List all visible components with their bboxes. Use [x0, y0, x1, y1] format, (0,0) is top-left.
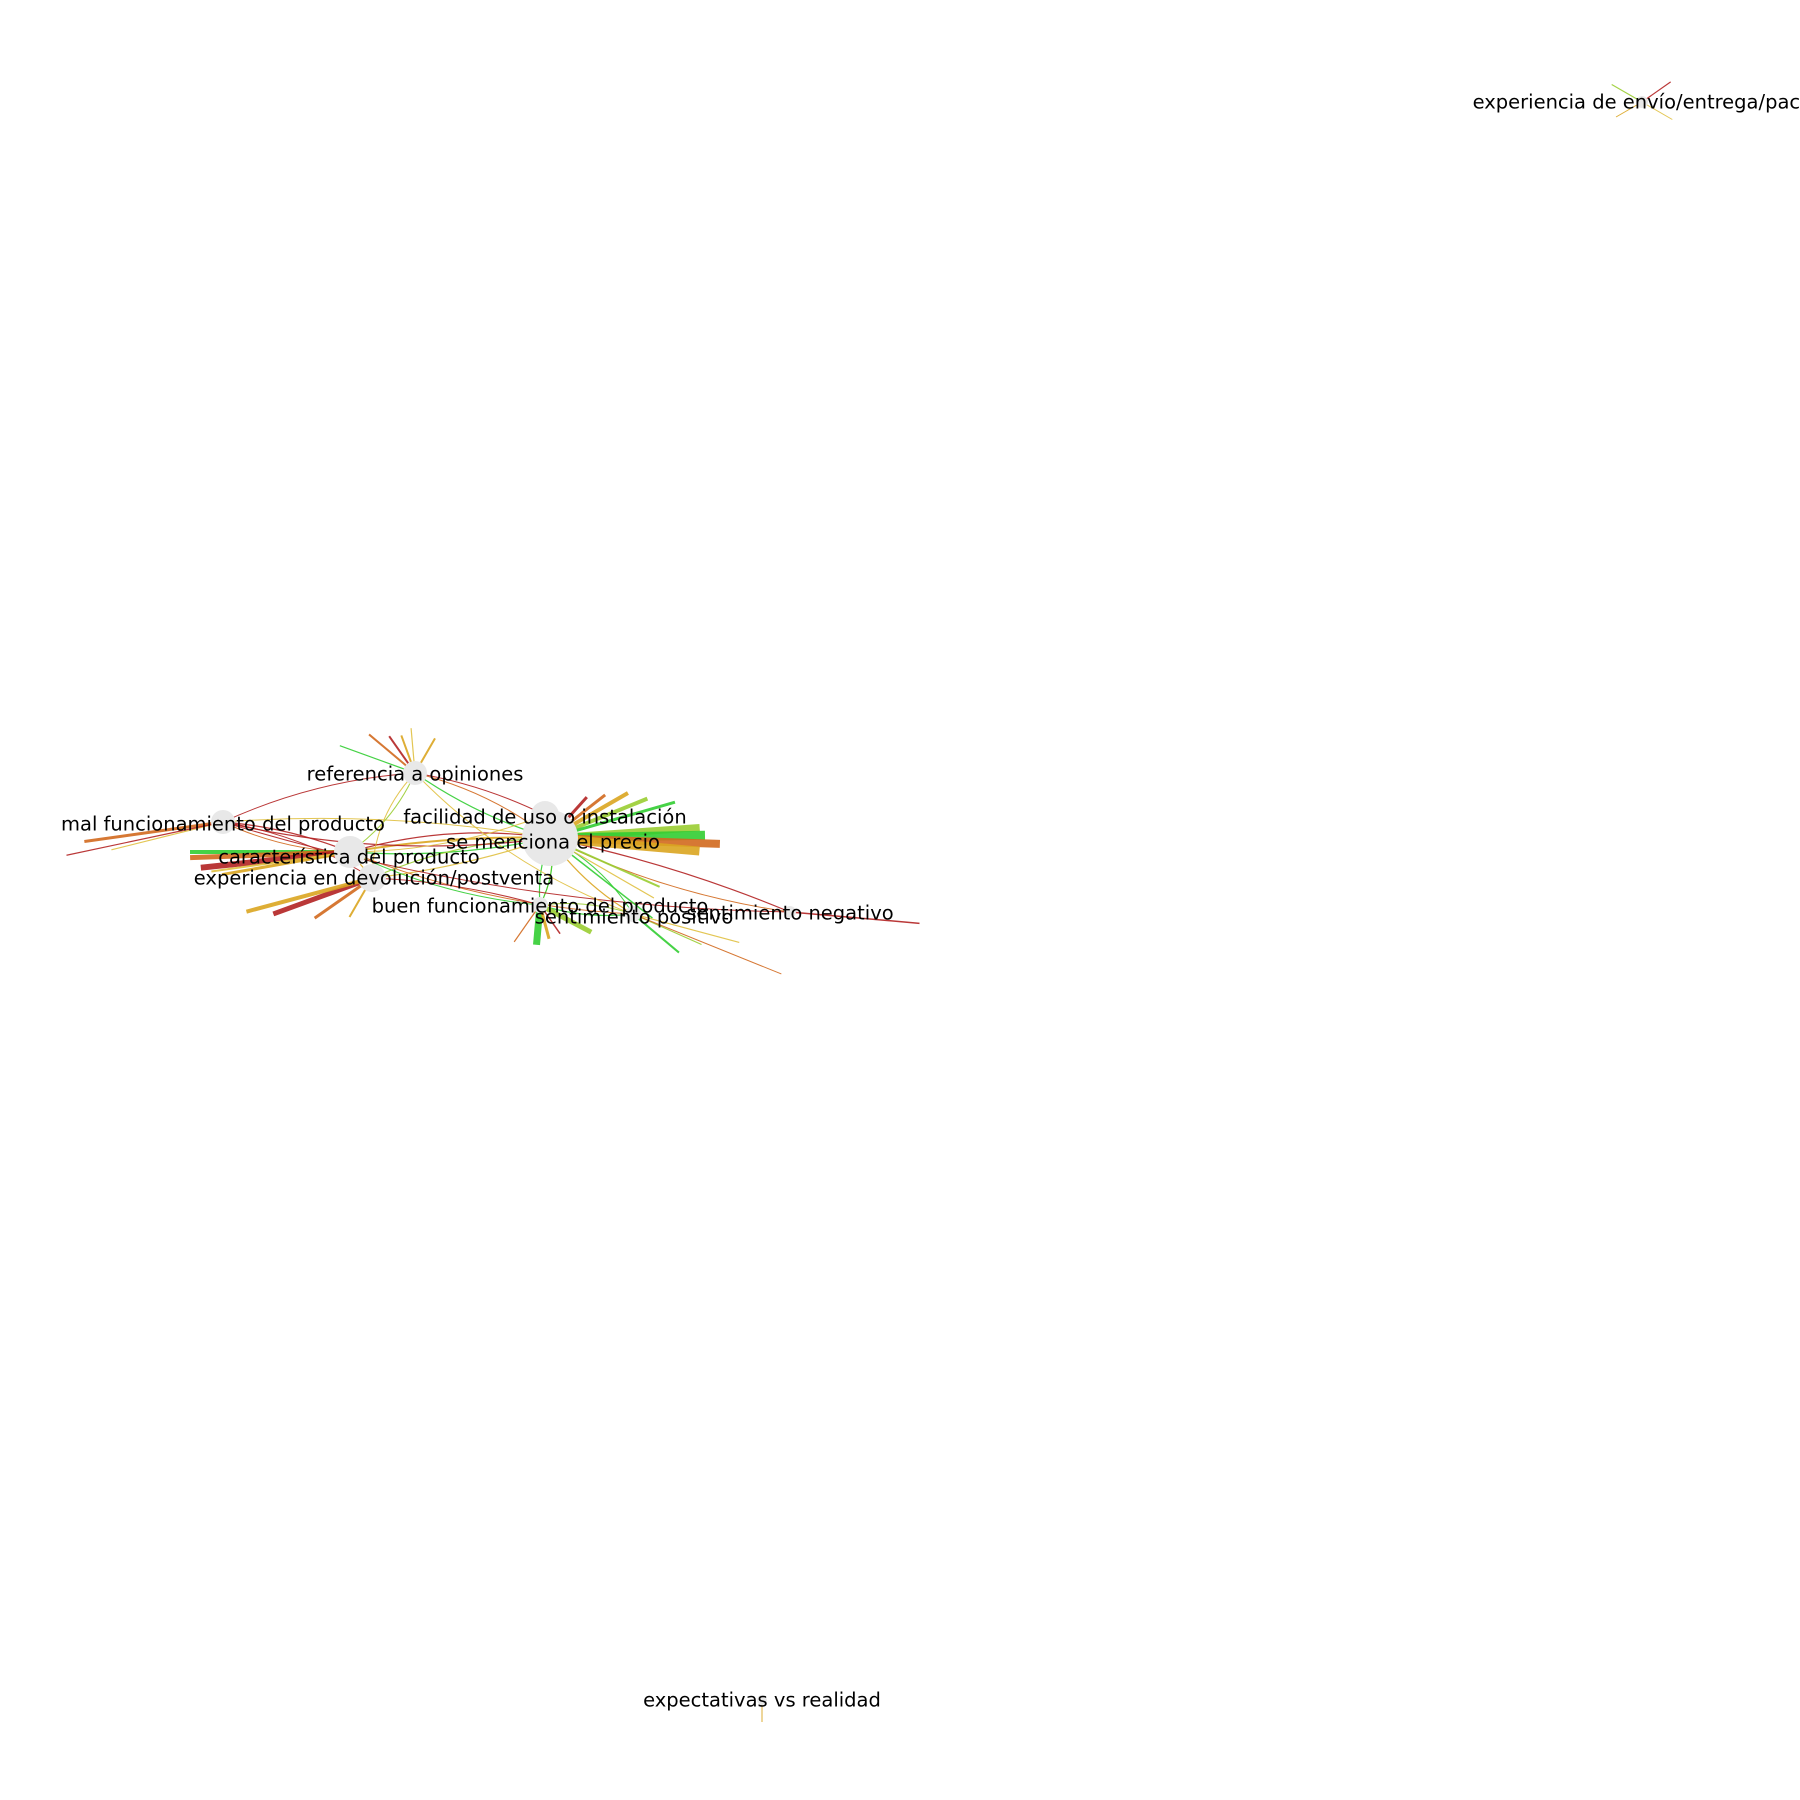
edge-devolucion-mal	[222, 821, 373, 879]
node-positivo	[625, 906, 641, 922]
edge-ray-mal	[84, 820, 224, 843]
edge-precio-mal	[222, 817, 551, 839]
edge-mal-referencia	[222, 772, 416, 823]
edge-caracteristica-buen	[349, 851, 541, 906]
edge-ray-referencia	[339, 745, 416, 774]
node-label-devolucion: experiencia en devolución/postventa	[194, 867, 554, 890]
edge-ray-caracteristica	[211, 851, 351, 873]
nodes-layer	[211, 96, 1648, 1705]
edge-referencia-positivo	[414, 772, 634, 915]
edge-ray-mal	[111, 821, 224, 851]
edge-devolucion-buen	[371, 877, 541, 906]
edge-buen-positivo	[539, 903, 634, 915]
node-label-negativo: sentimiento negativo	[686, 902, 893, 925]
node-label-positivo: sentimiento positivo	[535, 906, 734, 929]
node-label-facilidad: facilidad de uso o instalación	[403, 806, 686, 829]
node-label-mal: mal funcionamiento del producto	[61, 813, 385, 836]
node-label-expectativas: expectativas vs realidad	[643, 1689, 881, 1712]
node-facilidad	[531, 801, 559, 829]
node-devolucion	[358, 864, 386, 892]
edge-ray-mal	[66, 821, 224, 856]
node-label-buen: buen funcionamiento del producto	[372, 895, 709, 918]
edge-ray-negativo	[789, 911, 920, 925]
node-expectativas	[757, 1695, 767, 1705]
node-label-caracteristica: característica del producto	[218, 846, 479, 869]
edge-caracteristica-positivo	[349, 851, 634, 915]
edge-ray-buen	[538, 902, 593, 935]
node-caracteristica	[334, 836, 366, 868]
edge-ray-positivo	[632, 913, 782, 975]
node-envio	[1636, 96, 1648, 108]
node-mal	[211, 810, 235, 834]
node-buen	[532, 897, 548, 913]
edge-ray-positivo	[632, 913, 680, 954]
node-negativo	[784, 906, 796, 918]
node-label-referencia: referencia a opiniones	[307, 763, 524, 786]
node-label-precio: se menciona el precio	[446, 831, 660, 854]
edge-facilidad-referencia	[414, 772, 546, 816]
node-referencia	[403, 761, 427, 785]
edge-ray-devolucion	[245, 876, 373, 914]
edge-ray-positivo	[632, 913, 740, 944]
edge-mal-negativo	[222, 821, 791, 913]
node-label-envio: experiencia de envío/entrega/pack	[1473, 91, 1800, 114]
